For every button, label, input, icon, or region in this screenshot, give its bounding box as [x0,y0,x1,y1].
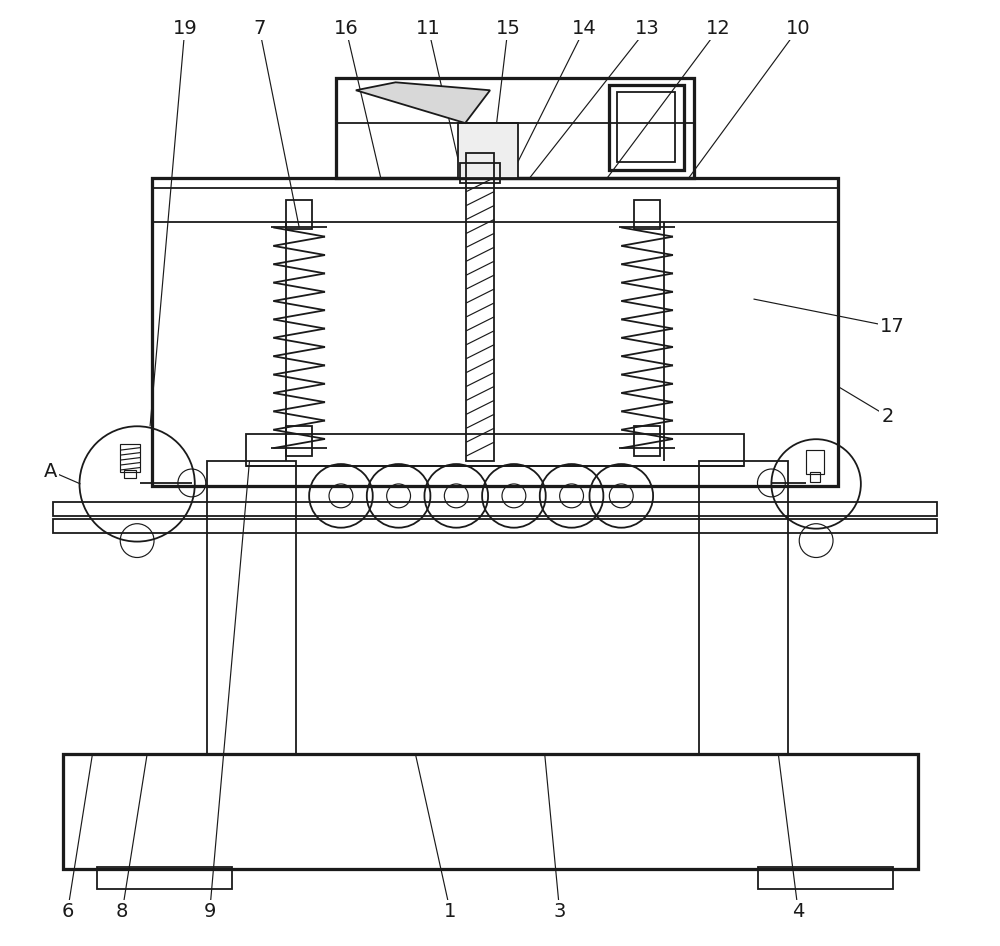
Text: 10: 10 [786,19,811,38]
Text: 6: 6 [61,902,74,920]
Text: 11: 11 [416,19,441,38]
Bar [97,867,232,888]
Text: 19: 19 [172,19,197,38]
Bar [458,123,518,178]
Bar [466,153,494,461]
Bar [207,461,296,754]
Text: 8: 8 [116,902,128,920]
Text: 14: 14 [572,19,597,38]
Bar [286,427,312,456]
Bar [152,178,838,486]
Text: 7: 7 [253,19,266,38]
Text: A: A [44,462,57,481]
Bar [63,754,918,868]
Text: 4: 4 [792,902,804,920]
Bar [758,867,893,888]
Bar [460,163,500,183]
Bar [634,427,660,456]
Polygon shape [356,82,490,123]
Bar [810,472,820,482]
Text: 16: 16 [334,19,358,38]
Bar [609,85,684,169]
Text: 13: 13 [635,19,660,38]
Bar [120,445,140,472]
Text: 1: 1 [444,902,456,920]
Text: 2: 2 [882,407,894,426]
Text: 12: 12 [706,19,731,38]
Text: 15: 15 [496,19,520,38]
Bar [699,461,788,754]
Text: 9: 9 [204,902,216,920]
Bar [634,200,660,230]
Bar [286,200,312,230]
Text: 17: 17 [880,317,905,337]
Text: 3: 3 [553,902,566,920]
Bar [806,450,824,474]
Bar [617,93,675,162]
Bar [53,518,937,533]
Bar [246,434,744,466]
Bar [124,470,136,478]
Bar [336,79,694,178]
Bar [53,501,937,516]
